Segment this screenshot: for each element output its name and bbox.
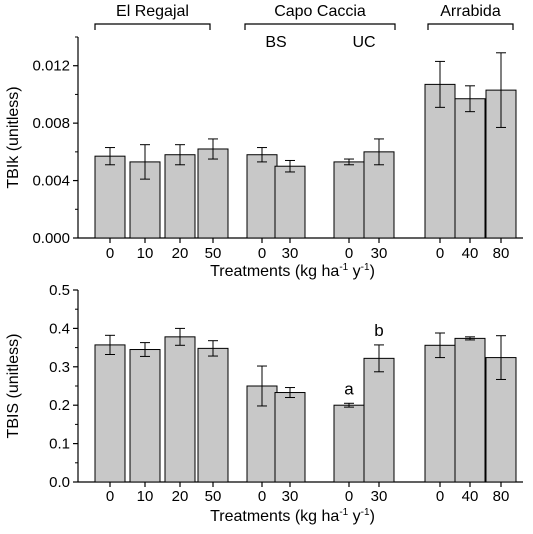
y-tick-label: 0.1: [49, 436, 70, 453]
bar: [164, 336, 196, 483]
bar: [274, 392, 306, 483]
y-tick-label: 0.5: [49, 282, 70, 299]
panel-tbis: 0.0 0.1 0.2 0.3 0.4 0.5 TBIS (unitless) 0 10 20 50…: [5, 282, 523, 525]
panel-tbik: 0.000 0.004 0.008 0.012 TBIk (unitless) 0 10 20…: [5, 3, 523, 280]
x-axis-label-part: ): [370, 263, 375, 280]
bar: [333, 161, 365, 239]
group-label: Capo Caccia: [274, 3, 366, 20]
bar: [246, 154, 278, 239]
x-tick-label: 0: [436, 488, 444, 505]
y-tick-label: 0.008: [32, 115, 70, 132]
x-axis-label-part: ): [370, 508, 375, 525]
bar: [129, 349, 161, 483]
y-tick-label: 0.000: [32, 230, 70, 247]
y-tick-label: 0.2: [49, 397, 70, 414]
y-tick-label: 0.012: [32, 58, 70, 75]
x-axis-label-part: -1: [361, 262, 370, 273]
bar: [197, 347, 229, 483]
x-tick-label: 80: [493, 245, 510, 262]
x-tick-label: 10: [137, 245, 154, 262]
x-tick-label: 50: [205, 488, 222, 505]
x-tick-label: 40: [462, 245, 479, 262]
group-bracket: [427, 23, 514, 30]
y-tick-label: 0.4: [49, 320, 70, 337]
bar: [454, 98, 486, 239]
bar: [454, 337, 486, 483]
x-axis-label-part: y: [348, 263, 360, 280]
bar: [197, 148, 229, 239]
x-axis-label-part: -1: [339, 507, 348, 518]
bar: [164, 154, 196, 239]
significance-letter: b: [374, 321, 383, 340]
x-axis-label-part: Treatments (kg ha: [210, 508, 339, 525]
x-tick-label: 20: [172, 245, 189, 262]
x-tick-label: 0: [106, 245, 114, 262]
x-axis-label: Treatments (kg ha-1 y-1): [210, 262, 375, 280]
group-bracket: [94, 23, 211, 30]
x-tick-label: 50: [205, 245, 222, 262]
y-axis-label: TBIk (unitless): [5, 86, 22, 188]
x-tick-label: 0: [345, 245, 353, 262]
x-tick-label: 0: [258, 245, 266, 262]
x-tick-label: 0: [106, 488, 114, 505]
subgroup-label: BS: [265, 34, 286, 51]
x-tick-label: 80: [493, 488, 510, 505]
y-tick-label: 0.3: [49, 359, 70, 376]
bar: [94, 344, 126, 483]
x-tick-label: 30: [282, 245, 299, 262]
x-tick-label: 0: [345, 488, 353, 505]
group-label: El Regajal: [116, 3, 189, 20]
bar: [424, 83, 456, 239]
group-bracket: [244, 23, 396, 30]
group-label: Arrabida: [440, 3, 501, 20]
bar: [333, 404, 365, 483]
x-tick-label: 0: [436, 245, 444, 262]
y-tick-label: 0.0: [49, 474, 70, 491]
x-axis-label-part: -1: [361, 507, 370, 518]
x-tick-label: 30: [282, 488, 299, 505]
bar: [424, 344, 456, 483]
x-tick-label: 40: [462, 488, 479, 505]
subgroup-label: UC: [352, 34, 375, 51]
y-axis-label: TBIS (unitless): [5, 334, 22, 439]
x-axis-label: Treatments (kg ha-1 y-1): [210, 507, 375, 525]
x-tick-label: 10: [137, 488, 154, 505]
x-tick-label: 30: [371, 488, 388, 505]
x-axis-label-part: y: [348, 508, 360, 525]
significance-letter: a: [344, 379, 354, 398]
bar: [274, 165, 306, 239]
x-tick-label: 0: [258, 488, 266, 505]
x-tick-label: 20: [172, 488, 189, 505]
y-tick-label: 0.004: [32, 173, 70, 190]
bar: [363, 357, 395, 483]
x-tick-label: 30: [371, 245, 388, 262]
x-axis-label-part: -1: [339, 262, 348, 273]
x-axis-label-part: Treatments (kg ha: [210, 263, 339, 280]
bar: [94, 155, 126, 239]
bar: [363, 151, 395, 239]
